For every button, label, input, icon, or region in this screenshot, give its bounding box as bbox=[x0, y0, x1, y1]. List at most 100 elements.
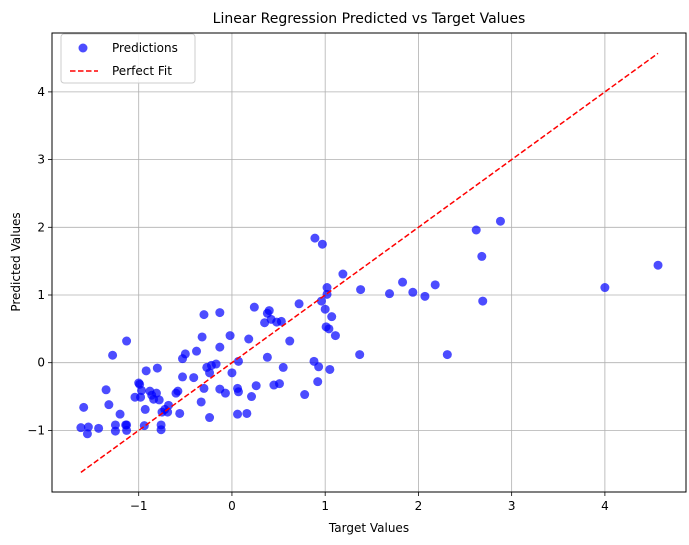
prediction-point bbox=[82, 429, 92, 439]
y-tick-label: 0 bbox=[37, 356, 45, 370]
legend: Predictions Perfect Fit bbox=[60, 33, 196, 84]
prediction-point bbox=[163, 407, 173, 417]
prediction-point bbox=[398, 277, 408, 287]
prediction-point bbox=[233, 409, 243, 419]
prediction-point bbox=[137, 385, 147, 395]
y-tick-label: 4 bbox=[37, 85, 45, 99]
prediction-point bbox=[94, 423, 104, 433]
prediction-point bbox=[110, 426, 120, 436]
prediction-point bbox=[79, 402, 89, 412]
x-tick-label: 3 bbox=[508, 499, 516, 513]
prediction-point bbox=[420, 291, 430, 301]
prediction-point bbox=[140, 404, 150, 414]
prediction-point bbox=[324, 324, 334, 334]
prediction-point bbox=[205, 413, 215, 423]
prediction-point bbox=[251, 381, 261, 391]
prediction-point bbox=[225, 331, 235, 341]
prediction-point bbox=[192, 346, 202, 356]
legend-predictions-marker bbox=[78, 43, 88, 53]
y-tick-label: 1 bbox=[37, 288, 45, 302]
prediction-point bbox=[233, 387, 243, 397]
prediction-point bbox=[274, 379, 284, 389]
prediction-point bbox=[355, 350, 365, 360]
y-axis-label: Predicted Values bbox=[9, 212, 23, 311]
prediction-point bbox=[600, 283, 610, 293]
prediction-point bbox=[164, 400, 174, 410]
prediction-point bbox=[227, 368, 237, 378]
prediction-point bbox=[175, 408, 185, 418]
prediction-point bbox=[310, 233, 320, 243]
prediction-point bbox=[471, 225, 481, 235]
prediction-point bbox=[199, 383, 209, 393]
prediction-point bbox=[338, 269, 348, 279]
prediction-point bbox=[108, 350, 118, 360]
prediction-point bbox=[316, 296, 326, 306]
prediction-point bbox=[278, 362, 288, 372]
prediction-point bbox=[244, 334, 254, 344]
prediction-point bbox=[199, 310, 209, 320]
x-tick-label: 1 bbox=[321, 499, 329, 513]
prediction-point bbox=[408, 287, 418, 297]
prediction-point bbox=[276, 316, 286, 326]
prediction-point bbox=[197, 332, 207, 342]
prediction-point bbox=[104, 400, 114, 410]
prediction-point bbox=[189, 373, 199, 383]
prediction-point bbox=[154, 395, 164, 405]
y-tick-label: 3 bbox=[37, 153, 45, 167]
prediction-point bbox=[215, 342, 225, 352]
prediction-point bbox=[122, 336, 132, 346]
prediction-point bbox=[152, 363, 162, 373]
prediction-point bbox=[242, 408, 252, 418]
prediction-point bbox=[300, 390, 310, 400]
prediction-point bbox=[211, 359, 221, 369]
prediction-point bbox=[76, 423, 86, 433]
chart-title: Linear Regression Predicted vs Target Va… bbox=[213, 11, 526, 27]
prediction-point bbox=[249, 302, 259, 312]
prediction-point bbox=[262, 352, 272, 362]
prediction-point bbox=[196, 397, 206, 407]
prediction-point bbox=[264, 306, 274, 316]
prediction-point bbox=[173, 386, 183, 396]
prediction-point bbox=[220, 388, 230, 398]
y-tick-label: 2 bbox=[37, 220, 45, 234]
plot-frame bbox=[51, 32, 687, 493]
prediction-point bbox=[385, 289, 395, 299]
prediction-point bbox=[317, 239, 327, 249]
prediction-point bbox=[180, 349, 190, 359]
prediction-point bbox=[205, 368, 215, 378]
prediction-point bbox=[495, 216, 505, 226]
prediction-point bbox=[156, 420, 166, 430]
y-tick-label: −1 bbox=[27, 423, 45, 437]
prediction-point bbox=[356, 285, 366, 295]
prediction-point bbox=[478, 296, 488, 306]
legend-predictions-label: Predictions bbox=[112, 41, 178, 55]
prediction-point bbox=[215, 308, 225, 318]
prediction-point bbox=[442, 350, 452, 360]
x-tick-label: 0 bbox=[228, 499, 236, 513]
prediction-point bbox=[294, 299, 304, 309]
prediction-point bbox=[178, 372, 188, 382]
prediction-point bbox=[320, 304, 330, 314]
x-tick-label: 2 bbox=[415, 499, 423, 513]
plot-marks bbox=[76, 52, 663, 473]
prediction-point bbox=[322, 283, 332, 293]
prediction-point bbox=[653, 260, 663, 270]
legend-perfect-fit-label: Perfect Fit bbox=[112, 64, 172, 78]
prediction-point bbox=[285, 336, 295, 346]
prediction-point bbox=[115, 409, 125, 419]
prediction-point bbox=[141, 366, 151, 376]
prediction-point bbox=[325, 364, 335, 374]
x-tick-label: 4 bbox=[601, 499, 609, 513]
x-axis: −1 0 1 2 3 4 bbox=[130, 492, 609, 513]
perfect-fit-line bbox=[80, 52, 659, 473]
x-tick-label: −1 bbox=[130, 499, 148, 513]
prediction-point bbox=[327, 312, 337, 322]
prediction-point bbox=[330, 331, 340, 341]
prediction-point bbox=[314, 362, 324, 372]
prediction-point bbox=[151, 388, 161, 398]
prediction-point bbox=[122, 425, 132, 435]
prediction-point bbox=[313, 377, 323, 387]
prediction-point bbox=[247, 392, 257, 402]
prediction-point bbox=[101, 385, 111, 395]
